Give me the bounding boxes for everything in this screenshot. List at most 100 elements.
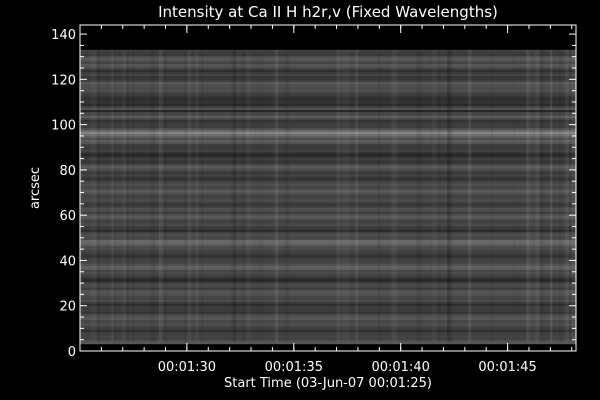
image-row [80,239,576,243]
image-row [80,277,576,281]
image-striation [231,49,236,342]
image-row [80,73,576,77]
image-row [80,83,576,87]
image-row [80,165,576,169]
image-row [80,169,576,173]
image-row [80,337,576,341]
image-row [80,267,576,271]
image-row [80,253,576,257]
x-axis-label: Start Time (03-Jun-07 00:01:25) [224,376,432,391]
image-row [80,67,576,71]
image-striation [184,49,189,342]
y-tick-label: 100 [51,119,76,134]
image-row [80,313,576,317]
image-striation [513,49,515,342]
y-tick-label: 40 [59,254,76,269]
image-row [80,221,576,225]
image-row [80,135,576,139]
image-row [80,189,576,193]
image-striation [336,49,341,342]
image-row [80,255,576,259]
image-row [80,197,576,201]
image-row [80,195,576,199]
y-tick-label: 0 [68,345,76,360]
image-row [80,247,576,251]
image-row [80,237,576,241]
image-striation [159,49,164,342]
image-row [80,159,576,163]
image-striation [355,49,359,342]
image-row [80,149,576,153]
image-striation [276,49,278,342]
image-striation [273,49,279,342]
image-striation [342,50,345,342]
image-row [80,173,576,177]
image-row [80,305,576,309]
image-striation [160,49,164,342]
image-row [80,287,576,291]
image-row [80,245,576,249]
image-striation [377,49,381,342]
image-row [80,171,576,175]
image-row [80,185,576,189]
image-striation [573,49,576,342]
image-row [80,227,576,231]
image-row [80,289,576,293]
image-row [80,279,576,283]
y-tick-label: 60 [59,209,76,224]
image-row [80,301,576,305]
y-tick-label: 80 [59,164,76,179]
image-striation [525,49,530,342]
image-row [80,243,576,247]
image-row [80,331,576,335]
image-row [80,103,576,107]
image-row [80,323,576,327]
image-row [80,307,576,311]
x-tick-label: 00:01:35 [265,360,323,375]
image-row [80,217,576,221]
image-row [80,207,576,211]
image-row [80,303,576,307]
image-row [80,319,576,323]
image-row [80,249,576,253]
image-row [80,137,576,141]
y-tick-label: 140 [51,28,76,43]
image-row [80,75,576,79]
image-row [80,177,576,181]
image-row [80,127,576,131]
image-row [80,205,576,209]
image-striation [150,49,156,342]
image-row [80,309,576,313]
image-row [80,191,576,195]
image-row [80,317,576,321]
y-axis-label: arcsec [28,167,43,209]
image-row [80,167,576,171]
image-row [80,219,576,223]
image-striation [550,49,553,342]
image-striation [533,49,540,342]
image-striation [122,49,126,342]
image-row [80,139,576,143]
image-row [80,295,576,299]
image-row [80,311,576,315]
image-row [80,101,576,105]
image-striation [91,50,95,342]
image-row [80,275,576,279]
image-row [80,111,576,115]
image-row [80,281,576,285]
image-row [80,125,576,129]
image-striation [106,49,108,342]
image-row [80,121,576,125]
image-row [80,147,576,151]
image-striation [258,50,263,342]
image-row [80,291,576,295]
image-striation [571,49,574,342]
image-row [80,115,576,119]
image-row [80,181,576,185]
image-row [80,59,576,63]
image-striation [558,49,562,342]
image-row [80,315,576,319]
image-row [80,257,576,261]
image-striation [186,49,192,342]
